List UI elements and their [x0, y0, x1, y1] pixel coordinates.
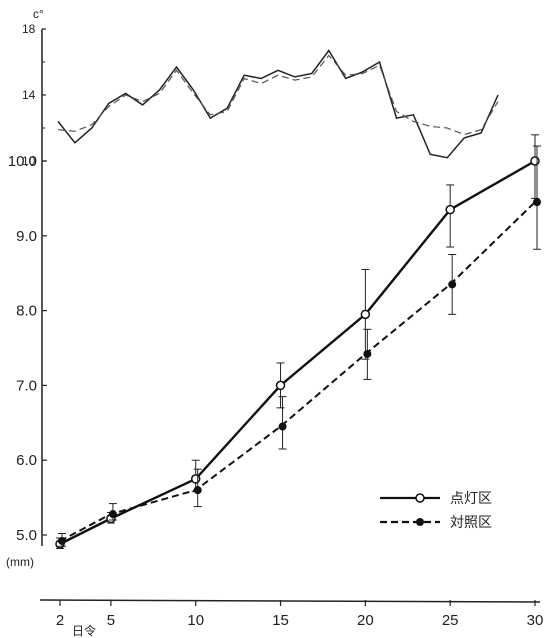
growth-x-tick-label: 15 [272, 612, 289, 629]
temp-y-tick-label: 14 [22, 88, 36, 102]
legend-label: 対照区 [450, 514, 492, 530]
temp-series-line-solid [57, 49, 499, 159]
data-point-open [445, 204, 455, 215]
growth-x-axis-label: 日令 [72, 623, 96, 638]
legend-marker-open [415, 493, 425, 503]
temp-unit-label: c° [33, 7, 44, 21]
growth-unit-label: (mm) [6, 555, 34, 569]
data-point-filled [58, 536, 66, 545]
data-point-filled [193, 486, 202, 495]
growth-y-tick-label: 5.0 [16, 527, 37, 544]
growth-x-tick-label: 25 [442, 612, 459, 629]
data-point-open [275, 380, 286, 391]
growth-x-tick-label: 2 [56, 612, 64, 629]
data-point-filled [533, 198, 541, 207]
growth-y-tick-label: 8.0 [16, 303, 37, 320]
temp-y-tick-label: 10 [22, 154, 36, 168]
growth-x-tick-label: 20 [357, 612, 374, 629]
data-point-open [530, 156, 540, 166]
growth-x-tick-label: 30 [527, 612, 544, 629]
growth-y-tick-label: 6.0 [16, 452, 37, 469]
growth-series-line-solid [59, 159, 536, 546]
growth-x-axis [39, 599, 541, 603]
growth-x-tick-label: 5 [107, 612, 115, 629]
growth-y-tick-label: 7.0 [16, 377, 37, 394]
data-point-filled [448, 280, 457, 289]
growth-x-tick-label: 10 [187, 612, 204, 629]
growth-y-tick-label: 10.0 [8, 153, 37, 170]
temp-series-line-dashed [57, 54, 499, 136]
data-point-open [360, 309, 371, 320]
data-point-filled [278, 422, 287, 431]
temperature-chart: 18 14 10 c° [22, 7, 499, 168]
data-point-filled [363, 349, 372, 358]
legend-marker-filled [416, 518, 424, 526]
data-point-open [190, 474, 201, 484]
growth-y-tick-label: 9.0 [16, 228, 37, 245]
temp-y-tick-label: 18 [22, 22, 36, 36]
legend-label: 点灯区 [450, 490, 492, 506]
data-point-filled [108, 510, 117, 519]
